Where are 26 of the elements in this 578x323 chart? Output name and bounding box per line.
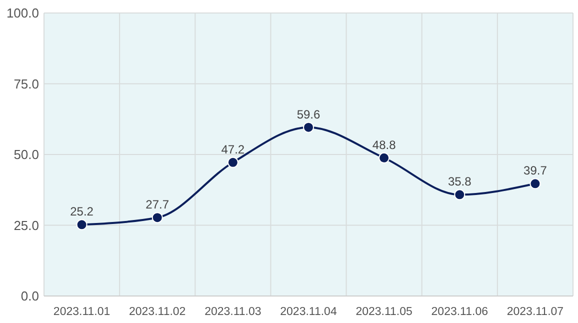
y-tick-label: 50.0 bbox=[14, 147, 39, 162]
data-label: 47.2 bbox=[221, 142, 245, 156]
data-label: 25.2 bbox=[70, 204, 94, 219]
point bbox=[303, 122, 314, 133]
data-label: 35.8 bbox=[448, 174, 472, 189]
point bbox=[454, 189, 466, 200]
y-tick-label: 25.0 bbox=[14, 218, 39, 233]
point bbox=[76, 219, 88, 230]
data-label: 48.8 bbox=[372, 138, 396, 152]
y-tick-label: 75.0 bbox=[14, 76, 39, 92]
data-label: 59.6 bbox=[296, 107, 320, 122]
x-tick-label: 2023.11.03 bbox=[204, 306, 262, 318]
point bbox=[152, 212, 163, 224]
x-tick-label: 2023.11.02 bbox=[129, 306, 186, 318]
x-tick-label: 2023.11.05 bbox=[356, 306, 412, 318]
y-tick-label: 100.0 bbox=[6, 6, 39, 21]
y-tick-label: 0.0 bbox=[20, 288, 39, 304]
point bbox=[530, 178, 541, 190]
x-tick-label: 2023.11.04 bbox=[280, 306, 338, 318]
data-label: 27.7 bbox=[146, 198, 170, 212]
point bbox=[378, 152, 390, 164]
x-tick-label: 2023.11.07 bbox=[506, 306, 564, 318]
point bbox=[227, 156, 238, 168]
data-label: 39.7 bbox=[524, 164, 548, 178]
x-tick-label: 2023.11.01 bbox=[53, 306, 110, 318]
x-tick-label: 2023.11.06 bbox=[431, 306, 488, 318]
